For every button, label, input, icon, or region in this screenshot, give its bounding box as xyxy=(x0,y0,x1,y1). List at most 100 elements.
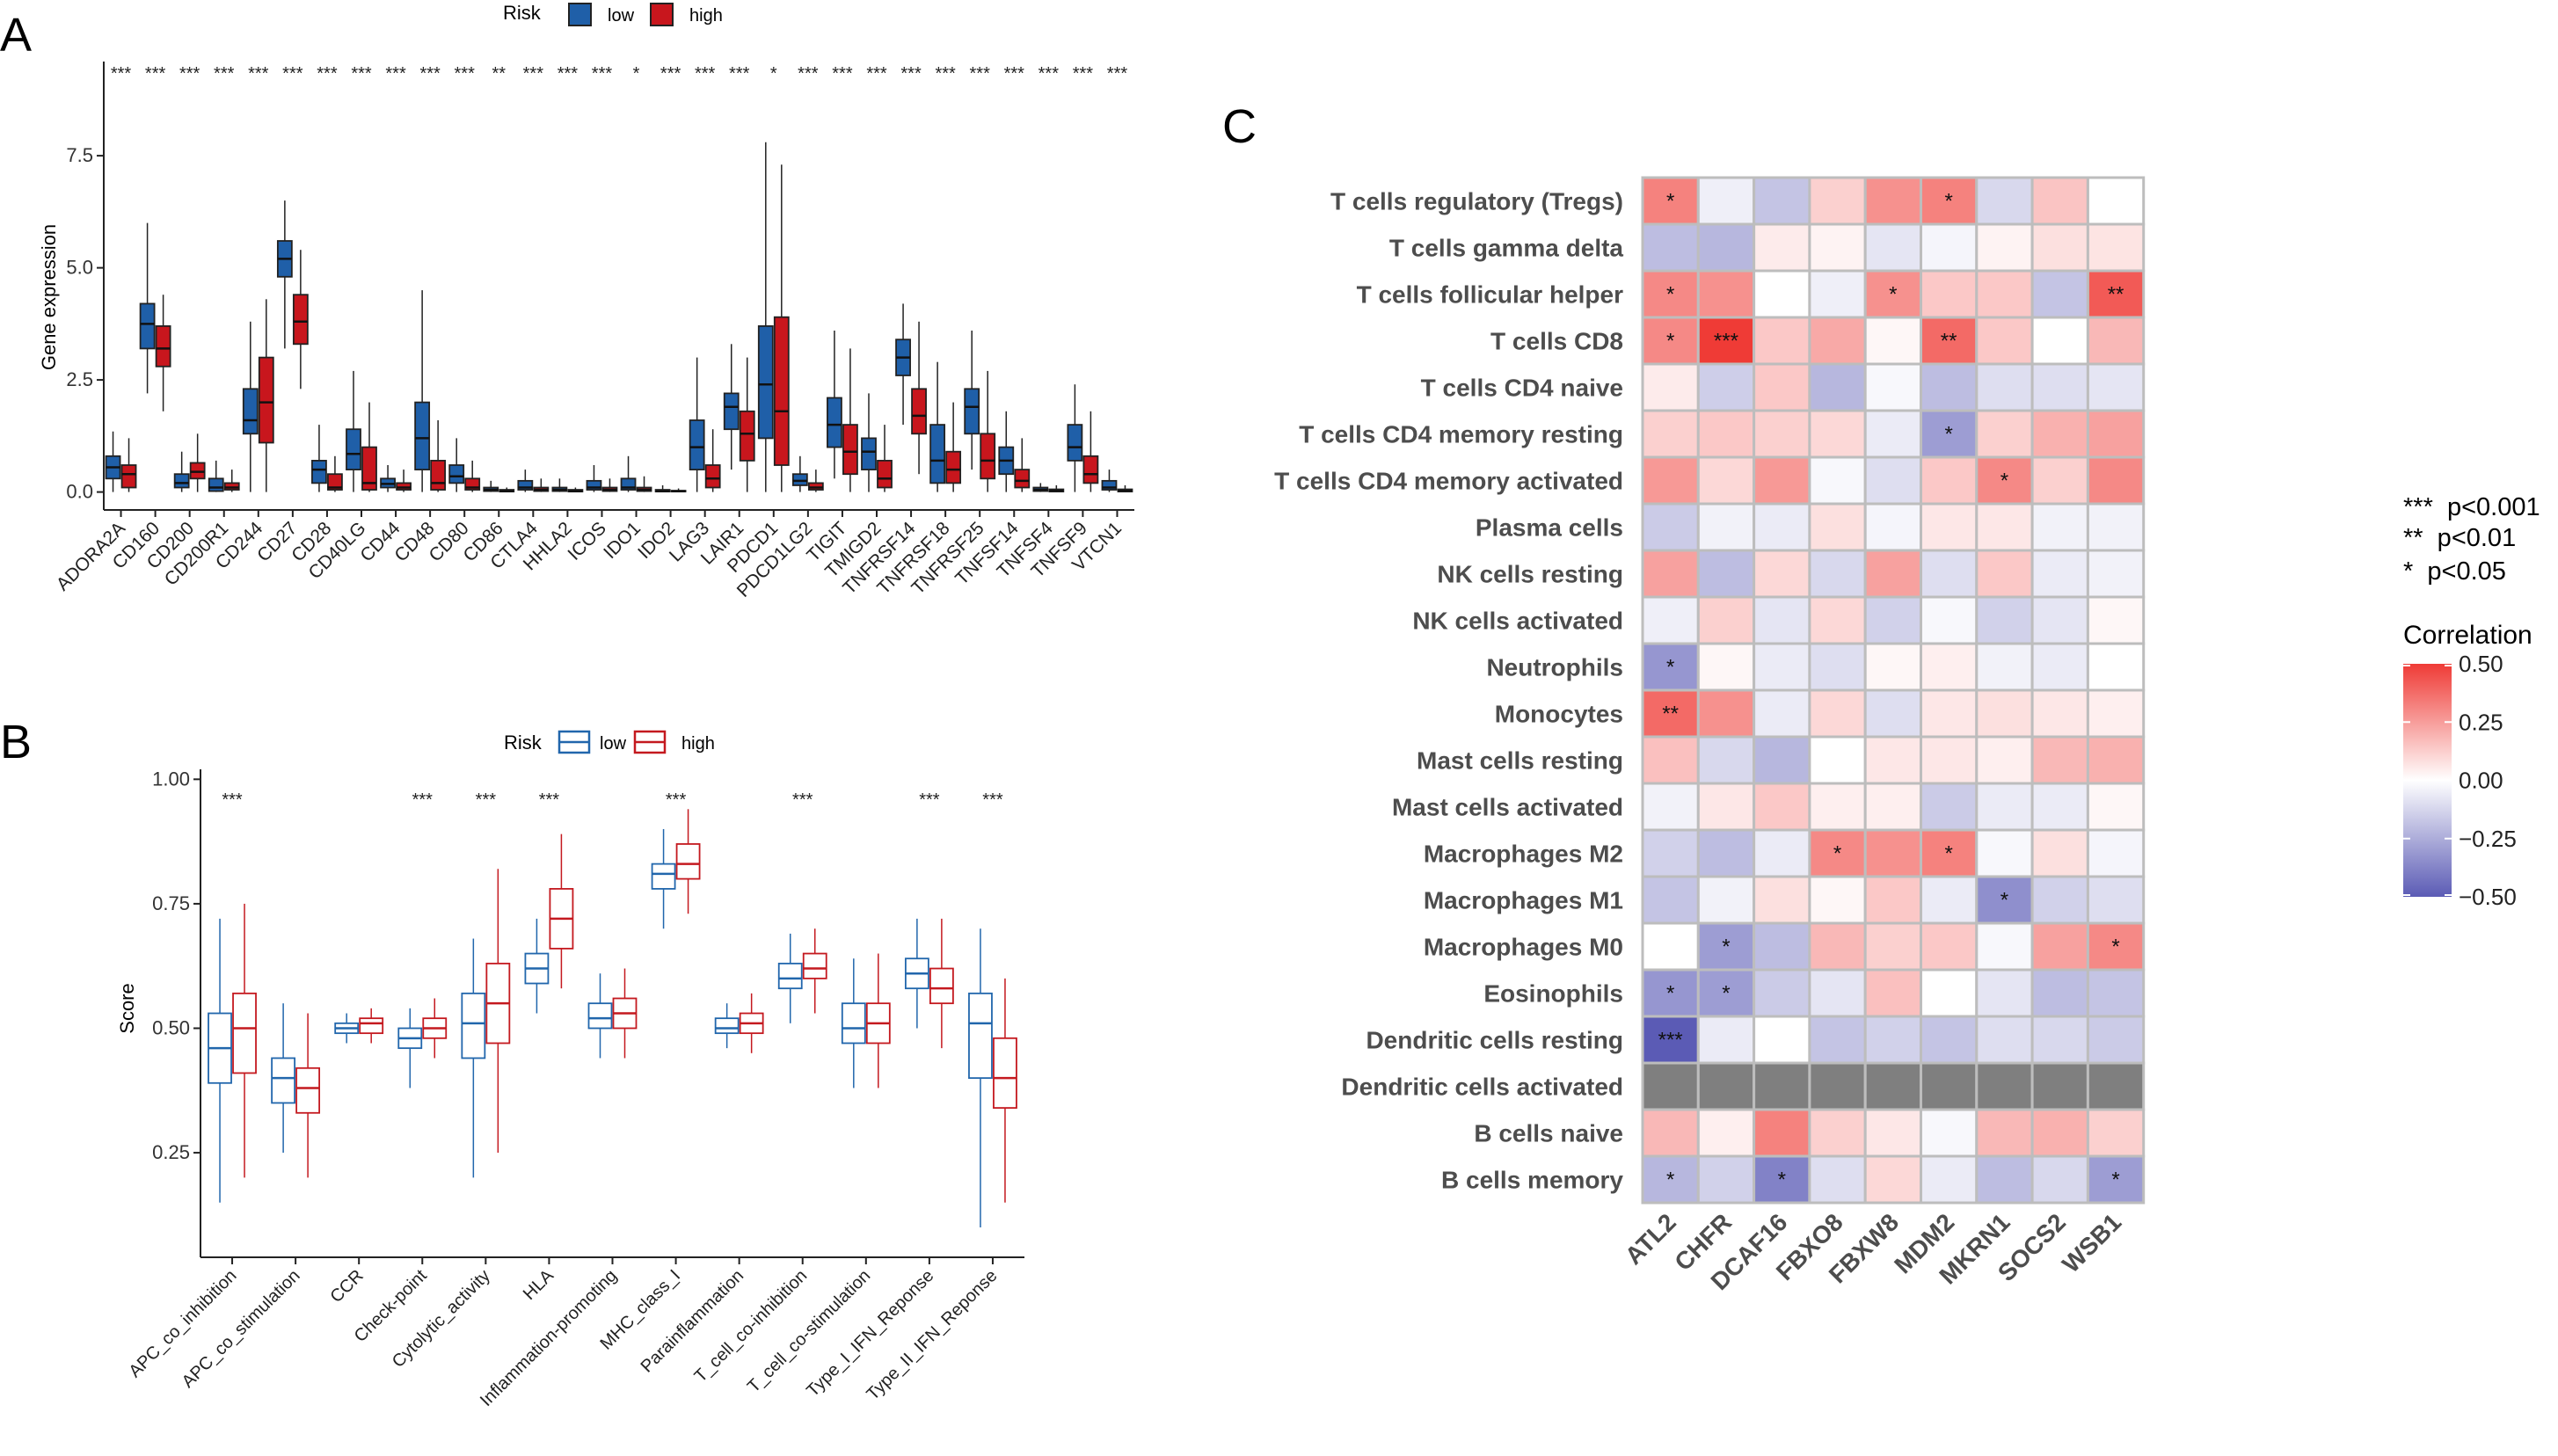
heatmap-cell xyxy=(1808,875,1867,925)
heatmap-cell xyxy=(1920,1061,1979,1111)
significance-label: *** xyxy=(792,790,813,810)
box-low xyxy=(517,479,534,491)
heatmap-cell xyxy=(1641,222,1700,273)
box-low xyxy=(1101,479,1118,491)
heatmap-cell xyxy=(1975,316,2034,366)
significance-label: *** xyxy=(412,790,434,810)
box-low xyxy=(651,863,676,890)
heatmap-cell xyxy=(1808,502,1867,552)
heatmap-cell xyxy=(1863,222,1922,273)
heatmap-cell xyxy=(2030,176,2089,226)
heatmap-cell xyxy=(1753,362,1811,412)
colorbar-tick-label: 0.50 xyxy=(2459,651,2503,677)
plot-area-b: *** *** *** *** *** *** *** *** xyxy=(208,790,1017,1228)
x-tick-label: T_cell_co-stimulation xyxy=(744,1266,874,1396)
heatmap-cell xyxy=(2030,828,2089,878)
heatmap-cell xyxy=(1920,782,1979,832)
heatmap-star: * xyxy=(1944,842,1952,866)
heatmap-cell xyxy=(1808,735,1867,785)
legend-b-label-low: low xyxy=(600,734,627,753)
heatmap-star: * xyxy=(2111,935,2119,959)
panel-a: A Risk low high 0.0 2.5 5.0 7.5 Gene expres… xyxy=(0,2,1134,601)
heatmap-cell xyxy=(2030,362,2089,412)
heatmap-cell xyxy=(2086,316,2146,366)
heatmap-cell xyxy=(1808,921,1867,972)
significance-label: *** xyxy=(592,64,613,84)
significance-label: *** xyxy=(919,790,940,810)
heatmap-cell xyxy=(1696,1061,1756,1111)
heatmap-cell xyxy=(2086,1108,2146,1158)
box-high xyxy=(189,462,206,480)
heatmap-cell xyxy=(1863,595,1922,645)
legend-b-title: Risk xyxy=(504,732,543,753)
heatmap-cell xyxy=(1863,316,1922,366)
heatmap-cell xyxy=(1696,782,1756,832)
significance-label: *** xyxy=(1073,64,1094,84)
x-axis-a: ADORA2ACD160CD200CD200R1CD244CD27CD28CD4… xyxy=(53,509,1134,601)
heatmap-cell xyxy=(1808,269,1867,319)
heatmap-row-label: T cells CD8 xyxy=(1490,328,1623,355)
heatmap-cell xyxy=(1753,642,1811,692)
heatmap-cell xyxy=(1975,1108,2034,1158)
heatmap-star: * xyxy=(2111,1168,2119,1192)
heatmap-cell xyxy=(1753,1108,1811,1158)
heatmap-cell xyxy=(2030,1061,2089,1111)
heatmap-cell xyxy=(1920,1015,1979,1065)
x-tick-label: T_cell_co-inhibition xyxy=(691,1266,812,1387)
heatmap-cell xyxy=(2086,409,2146,459)
box-low xyxy=(242,388,259,435)
heatmap-cell xyxy=(1696,688,1756,739)
significance-label: *** xyxy=(351,64,372,84)
heatmap-cell xyxy=(1920,875,1979,925)
heatmap-cell xyxy=(1863,549,1922,599)
heatmap-cell xyxy=(1696,176,1756,226)
panel-b: B Risk low high 0.25 0.50 0.75 1.00 Score *… xyxy=(0,716,1024,1410)
significance-label: *** xyxy=(179,64,200,84)
heatmap-cell xyxy=(1753,222,1811,273)
heatmap-row-label: Macrophages M2 xyxy=(1424,841,1623,868)
heatmap-cell xyxy=(1696,316,1756,366)
heatmap-cell xyxy=(1863,828,1922,878)
heatmap-cell xyxy=(1863,1061,1922,1111)
heatmap-star: ** xyxy=(1941,330,1957,353)
heatmap-cell xyxy=(1641,875,1700,925)
heatmap-star: *** xyxy=(1658,1029,1683,1052)
heatmap-cell xyxy=(2086,176,2146,226)
heatmap-cell xyxy=(1975,1015,2034,1065)
box-low xyxy=(461,992,486,1059)
box-low xyxy=(964,388,980,435)
y-axis-label-a: Gene expression xyxy=(38,224,60,370)
box-high xyxy=(993,1037,1017,1110)
heatmap-cell xyxy=(2030,735,2089,785)
heatmap-cell xyxy=(1641,269,1700,319)
legend-b-label-high: high xyxy=(681,734,715,753)
heatmap-cell xyxy=(1808,176,1867,226)
box-high xyxy=(1082,455,1099,484)
heatmap-cell xyxy=(2086,688,2146,739)
panel-label-c: C xyxy=(1222,100,1257,153)
heatmap-cell xyxy=(1863,269,1922,319)
heatmap-cell xyxy=(1808,222,1867,273)
heatmap-cell xyxy=(1863,1108,1922,1158)
heatmap-row-label: Neutrophils xyxy=(1486,654,1623,681)
heatmap-row-label: NK cells activated xyxy=(1412,608,1623,635)
box-high xyxy=(802,952,827,979)
heatmap-cell xyxy=(1641,362,1700,412)
heatmap-cell xyxy=(1696,1015,1756,1065)
box-high xyxy=(807,482,824,491)
box-high xyxy=(1014,469,1031,489)
heatmap-star: ** xyxy=(2108,283,2124,307)
box-high xyxy=(155,324,171,368)
heatmap-star: * xyxy=(1666,982,1674,1006)
heatmap-cell xyxy=(1808,642,1867,692)
box-low xyxy=(208,477,224,492)
heatmap-cell xyxy=(1975,968,2034,1018)
heatmap-cell xyxy=(1808,688,1867,739)
heatmap-star: * xyxy=(1944,423,1952,447)
box-low xyxy=(757,324,774,440)
heatmap-cell xyxy=(1863,455,1922,506)
colorbar-tick-label: 0.00 xyxy=(2459,768,2503,794)
box-high xyxy=(396,482,412,491)
box-high xyxy=(327,473,343,491)
